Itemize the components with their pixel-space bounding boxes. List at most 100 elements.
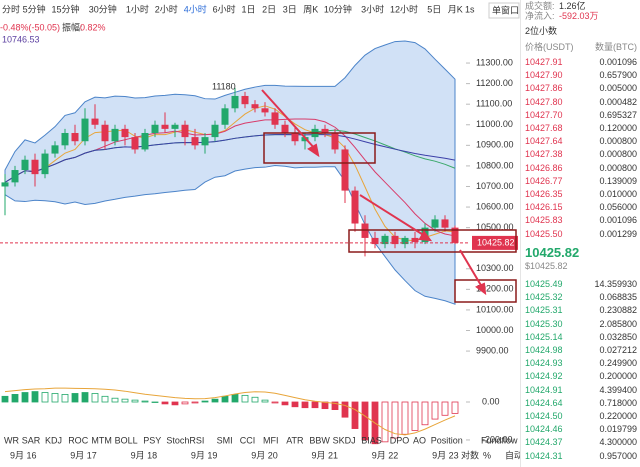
turnover: 成交额: 1.26亿 bbox=[525, 0, 637, 13]
ask-price: 10427.64 bbox=[525, 136, 563, 147]
indicator-tab[interactable]: BBW bbox=[309, 435, 330, 445]
indicator-bar bbox=[411, 401, 419, 431]
timeframe-tab[interactable]: 月K bbox=[448, 4, 463, 14]
indicator-tab[interactable]: BOLL bbox=[115, 435, 138, 445]
speed[interactable]: 1s bbox=[465, 4, 475, 14]
bid-qty: 0.718000 bbox=[599, 397, 637, 408]
inflow-label: 净流入: bbox=[525, 11, 555, 21]
candle-body bbox=[11, 170, 19, 183]
window-select[interactable] bbox=[488, 2, 520, 19]
indicator-bar bbox=[71, 393, 79, 403]
candle-body bbox=[441, 219, 449, 228]
indicator-tab[interactable]: WR bbox=[4, 435, 19, 445]
candle-body bbox=[31, 159, 39, 175]
bid-qty: 4.300000 bbox=[599, 437, 637, 448]
indicator-bar bbox=[171, 401, 179, 406]
timeframe-tab[interactable]: 1小时 bbox=[126, 3, 149, 14]
candle-body bbox=[1, 182, 9, 187]
window-label[interactable]: 单窗口 bbox=[492, 4, 519, 15]
timeframe-tab[interactable]: 10分钟 bbox=[324, 3, 352, 14]
candle-body bbox=[431, 219, 439, 228]
candle-body bbox=[381, 235, 389, 245]
candle-body bbox=[351, 190, 359, 224]
precision: 2位小数 bbox=[525, 25, 637, 38]
ask-price: 10426.77 bbox=[525, 175, 563, 186]
candle-body bbox=[181, 124, 189, 138]
bid-row: 10424.31 0.957000 bbox=[525, 450, 637, 463]
ask-price: 10425.83 bbox=[525, 215, 563, 226]
ask-row: 10427.90 0.657900 bbox=[525, 69, 637, 82]
indicator-tab[interactable]: KDJ bbox=[45, 435, 62, 445]
bid-qty: 0.068835 bbox=[599, 292, 637, 303]
indicator-tab[interactable]: MFI bbox=[263, 435, 279, 445]
ask-qty: 0.000800 bbox=[599, 162, 637, 173]
timeframe-tab[interactable]: 12小时 bbox=[390, 3, 418, 14]
timeframe-tab[interactable]: 30分钟 bbox=[89, 3, 117, 14]
ask-price: 10426.35 bbox=[525, 189, 563, 199]
timeframe-tab[interactable]: 3小时 bbox=[361, 3, 384, 14]
timeframe-tab[interactable]: 分时 bbox=[2, 3, 20, 14]
ask-price: 10427.91 bbox=[525, 57, 563, 67]
ask-row: 10427.64 0.000800 bbox=[525, 135, 637, 148]
timeframe-tab[interactable]: 3日 bbox=[283, 4, 297, 14]
indicator-tab[interactable]: SMI bbox=[217, 435, 233, 445]
timeframe-tab[interactable]: 周K bbox=[303, 4, 318, 14]
indicator-tab[interactable]: PSY bbox=[143, 435, 161, 445]
candle-body bbox=[401, 237, 409, 245]
timeframe-tab[interactable]: 2日 bbox=[262, 4, 276, 14]
indicator-bar bbox=[231, 394, 239, 403]
bid-qty: 2.085800 bbox=[599, 318, 637, 329]
bid-price: 10425.32 bbox=[525, 292, 563, 303]
indicator-bar bbox=[111, 397, 119, 403]
indicator-bar bbox=[151, 401, 159, 403]
indicator-tab[interactable]: SAR bbox=[22, 435, 41, 445]
indicator-tab[interactable]: Fundflow bbox=[481, 435, 518, 445]
ask-row: 10426.15 0.056000 bbox=[525, 201, 637, 214]
axis-option[interactable]: % bbox=[483, 450, 491, 460]
timeframe-tab[interactable]: 4小时 bbox=[184, 3, 207, 14]
candle-body bbox=[41, 153, 49, 175]
timeframe-tab[interactable]: 2小时 bbox=[155, 3, 178, 14]
ask-row: 10425.83 0.001096 bbox=[525, 214, 637, 227]
bid-row: 10424.46 0.019799 bbox=[525, 423, 637, 436]
ma-value: 10746.53 bbox=[2, 34, 40, 44]
indicator-tab[interactable]: MTM bbox=[91, 435, 112, 445]
candle-body bbox=[191, 137, 199, 146]
indicator-tab[interactable]: ATR bbox=[286, 435, 304, 445]
axis-option[interactable]: 对数 bbox=[461, 449, 479, 460]
bid-row: 10425.32 0.068835 bbox=[525, 291, 637, 304]
ask-qty: 0.001096 bbox=[599, 215, 637, 226]
timeframe-tab[interactable]: 15分钟 bbox=[52, 3, 80, 14]
candle-body bbox=[131, 137, 139, 150]
indicator-tab[interactable]: StochRSI bbox=[166, 435, 204, 445]
turnover-value: 1.26亿 bbox=[559, 1, 586, 11]
date-label: 9月 17 bbox=[70, 450, 97, 460]
indicator-tab[interactable]: DPO bbox=[390, 435, 410, 445]
indicator-tab[interactable]: AO bbox=[413, 435, 426, 445]
indicator-tab[interactable]: ROC bbox=[68, 435, 89, 445]
indicator-tab[interactable]: CCI bbox=[240, 435, 256, 445]
indicator-bar bbox=[351, 401, 359, 429]
bid-price: 10424.50 bbox=[525, 411, 563, 421]
indicator-tab[interactable]: BIAS bbox=[361, 435, 382, 445]
mid-price: 10425.82 bbox=[525, 246, 637, 259]
axis-option[interactable]: 自动 bbox=[505, 449, 520, 460]
indicator-bar bbox=[281, 401, 289, 406]
indicator-bar bbox=[271, 401, 279, 404]
indicator-tab[interactable]: SKDJ bbox=[333, 435, 356, 445]
timeframe-tab[interactable]: 6小时 bbox=[213, 3, 236, 14]
ask-price: 10427.90 bbox=[525, 70, 563, 81]
candle-body bbox=[451, 227, 459, 243]
timeframe-tab[interactable]: 5分钟 bbox=[23, 3, 46, 14]
orderbook: 成交额: 1.26亿 净流入: -592.03万 2位小数 价格(USDT) 数量(BTC)… bbox=[520, 0, 640, 467]
indicator-bar bbox=[201, 400, 209, 403]
timeframe-tab[interactable]: 1日 bbox=[242, 4, 256, 14]
y-tick-label: 10500.00 bbox=[476, 222, 514, 232]
bollinger-band bbox=[4, 40, 456, 305]
candle-body bbox=[411, 237, 419, 243]
annotation-arrows bbox=[261, 89, 487, 296]
timeframe-tab[interactable]: 5日 bbox=[427, 4, 441, 14]
indicator-bar bbox=[331, 401, 339, 410]
current-price-label: 10425.82 bbox=[477, 237, 515, 247]
indicator-tab[interactable]: Position bbox=[431, 435, 463, 445]
